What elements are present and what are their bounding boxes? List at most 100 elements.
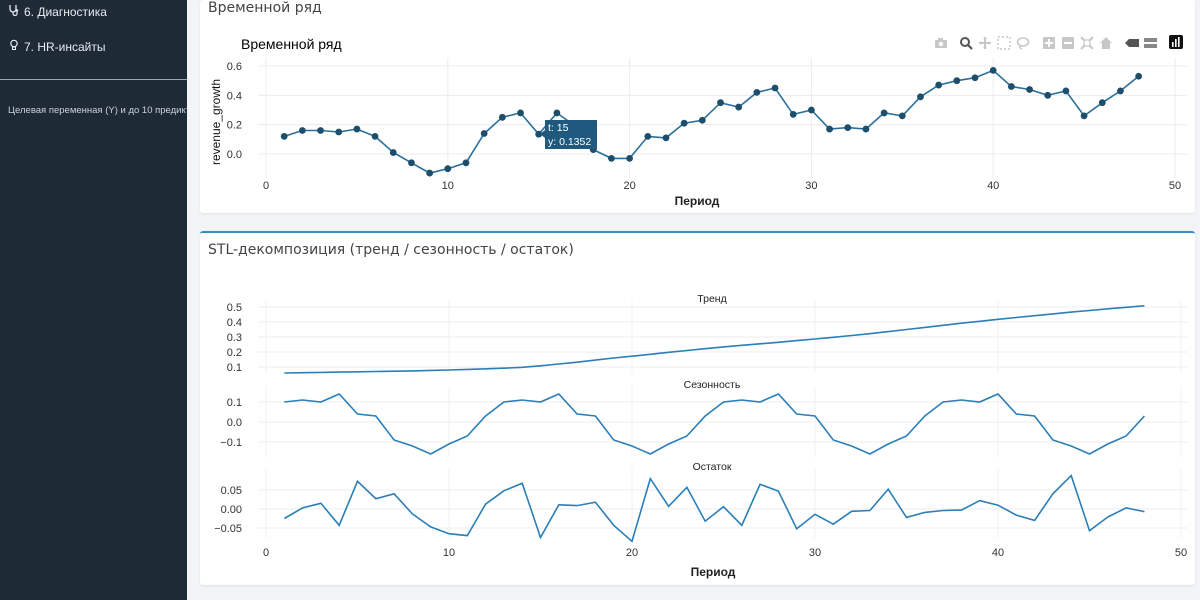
y-tick-label: 0.5 — [227, 302, 242, 314]
data-point[interactable] — [408, 159, 415, 167]
stl-plot[interactable]: 0.1 0.2 0.3 0.4 0.5 −0.1 0.0 0.1 −0.05 0.00 0.05 0 1… — [200, 233, 1195, 583]
data-point[interactable] — [917, 93, 924, 101]
data-point[interactable] — [1044, 91, 1052, 99]
data-point[interactable] — [553, 109, 561, 117]
data-point[interactable] — [353, 125, 361, 133]
sidebar-item-label: 7. HR-инсайты — [24, 40, 106, 54]
x-tick-label: 40 — [992, 547, 1004, 559]
data-point[interactable] — [1026, 86, 1033, 93]
data-point[interactable] — [535, 130, 543, 138]
sidebar-note: Целевая переменная (Y) и до 10 предикто — [8, 105, 187, 116]
plotly-logo-icon[interactable] — [1169, 35, 1183, 49]
data-point[interactable] — [862, 125, 870, 133]
x-tick-label: 0 — [263, 547, 269, 559]
data-point[interactable] — [826, 125, 833, 133]
data-point[interactable] — [771, 84, 779, 92]
data-point[interactable] — [844, 124, 852, 131]
data-point[interactable] — [1117, 87, 1124, 95]
x-axis-label: Период — [691, 565, 736, 579]
stethoscope-icon — [8, 4, 22, 19]
x-axis-label: Период — [675, 194, 720, 208]
data-point[interactable] — [298, 127, 306, 134]
data-point[interactable] — [880, 109, 888, 117]
sidebar-item-diagnostics[interactable]: 6. Диагностика — [8, 4, 107, 19]
plot-title: Временной ряд — [241, 36, 342, 52]
autoscale-icon[interactable] — [1080, 36, 1094, 50]
data-point[interactable] — [626, 155, 633, 162]
y-tick-label: 0.4 — [227, 90, 242, 102]
x-tick-label: 40 — [987, 180, 999, 192]
y-tick-label: 0.4 — [227, 317, 242, 329]
data-point[interactable] — [808, 106, 815, 114]
sidebar-item-label: 6. Диагностика — [24, 5, 107, 19]
y-tick-label: 0.3 — [227, 332, 242, 344]
hover-tooltip: t: 15 y: 0.1352 — [540, 120, 597, 149]
data-point[interactable] — [789, 111, 797, 118]
data-point[interactable] — [317, 127, 324, 134]
data-point[interactable] — [698, 116, 706, 124]
timeseries-box: Временной ряд 0.0 0.2 0.4 0.6 0 10 20 30 40 50 Вр… — [200, 0, 1195, 213]
data-point[interactable] — [898, 112, 906, 120]
data-point[interactable] — [1080, 112, 1088, 120]
data-point[interactable] — [498, 113, 506, 121]
data-point[interactable] — [426, 169, 434, 177]
lightbulb-icon — [8, 39, 22, 54]
y-tick-label: 0.1 — [227, 397, 242, 409]
zoom-out-icon[interactable] — [1062, 37, 1074, 49]
stl-box-header: STL-декомпозиция (тренд / сезонность / о… — [208, 242, 574, 258]
x-tick-label: 10 — [442, 180, 454, 192]
tooltip-t: t: 15 — [548, 122, 569, 134]
zoom-in-icon[interactable] — [1043, 37, 1055, 49]
data-point[interactable] — [480, 130, 488, 137]
data-point[interactable] — [517, 109, 524, 117]
data-point[interactable] — [953, 77, 961, 85]
modebar — [935, 35, 1183, 50]
data-point[interactable] — [989, 67, 997, 74]
pan-icon[interactable] — [979, 37, 991, 49]
data-point[interactable] — [389, 149, 397, 156]
stl-box: STL-декомпозиция (тренд / сезонность / о… — [200, 231, 1195, 585]
y-tick-label: 0.6 — [227, 61, 242, 73]
data-point[interactable] — [662, 134, 670, 142]
data-point[interactable] — [371, 133, 379, 140]
compare-hover-icon[interactable] — [1144, 38, 1157, 48]
panel-title-trend: Тренд — [697, 293, 726, 305]
data-point[interactable] — [444, 165, 452, 173]
data-point[interactable] — [717, 99, 724, 107]
sidebar: 6. Диагностика 7. HR-инсайты Целевая пер… — [0, 0, 187, 600]
series-line-residual — [283, 474, 1145, 543]
data-point[interactable] — [753, 89, 761, 96]
data-point[interactable] — [1098, 99, 1106, 107]
data-point[interactable] — [680, 119, 688, 127]
zoom-icon[interactable] — [960, 37, 973, 50]
data-point[interactable] — [1062, 87, 1070, 95]
timeseries-box-header: Временной ряд — [208, 0, 322, 16]
data-point[interactable] — [935, 81, 943, 89]
data-point[interactable] — [335, 128, 343, 136]
timeseries-plot[interactable]: 0.0 0.2 0.4 0.6 0 10 20 30 40 50 Временной ряд Пе… — [200, 0, 1195, 213]
x-tick-label: 20 — [623, 180, 635, 192]
y-tick-label: 0.0 — [227, 417, 242, 429]
tooltip-y: y: 0.1352 — [548, 136, 591, 148]
x-tick-label: 0 — [263, 180, 269, 192]
data-point[interactable] — [608, 155, 615, 162]
data-point[interactable] — [280, 133, 288, 140]
sidebar-item-hr-insights[interactable]: 7. HR-инсайты — [8, 39, 106, 54]
data-point[interactable] — [644, 133, 652, 140]
lasso-icon[interactable] — [1016, 37, 1030, 50]
x-tick-label: 30 — [805, 180, 817, 192]
y-tick-label: 0.0 — [227, 149, 242, 161]
x-tick-label: 50 — [1175, 547, 1187, 559]
data-point[interactable] — [735, 103, 743, 111]
data-point[interactable] — [971, 74, 979, 82]
series-line — [283, 69, 1140, 174]
data-point[interactable] — [1007, 83, 1015, 90]
box-select-icon[interactable] — [997, 36, 1011, 50]
spike-lines-icon[interactable] — [1125, 39, 1139, 47]
camera-icon[interactable] — [935, 38, 947, 48]
reset-axes-icon[interactable] — [1100, 37, 1112, 49]
data-point[interactable] — [1135, 72, 1143, 80]
x-tick-label: 10 — [443, 547, 455, 559]
y-tick-label: 0.2 — [227, 120, 242, 132]
data-point[interactable] — [462, 159, 470, 167]
